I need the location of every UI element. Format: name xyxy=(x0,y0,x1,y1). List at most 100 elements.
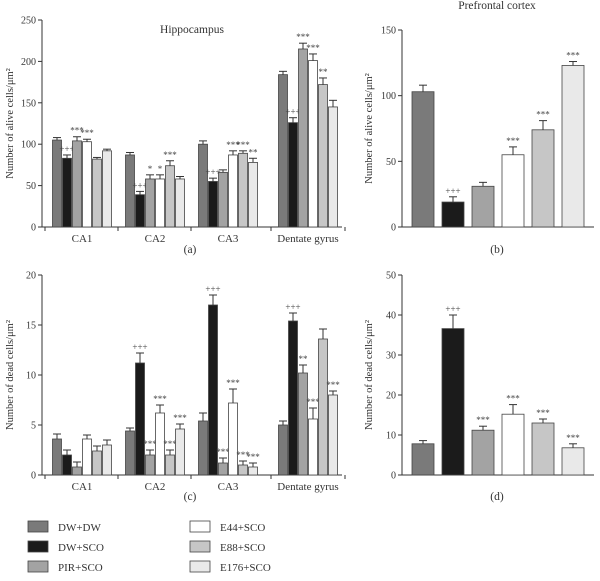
significance-label: +++ xyxy=(59,144,74,154)
significance-label: *** xyxy=(306,43,320,53)
significance-label: *** xyxy=(476,415,490,425)
significance-label: * xyxy=(148,164,153,174)
bar-e44-sco xyxy=(308,418,318,476)
bar-dw-dw xyxy=(411,443,435,476)
legend-label: E88+SCO xyxy=(220,542,265,554)
significance-label: *** xyxy=(246,452,260,462)
y-tick-label: 100 xyxy=(381,91,396,102)
bar-e88-sco xyxy=(531,422,555,476)
significance-label: +++ xyxy=(285,107,300,117)
y-tick-label: 20 xyxy=(386,391,396,402)
significance-label: *** xyxy=(226,378,240,388)
bar-dw-sco xyxy=(288,122,298,228)
y-tick-label: 15 xyxy=(26,321,36,332)
y-tick-label: 40 xyxy=(386,311,396,322)
significance-label: +++ xyxy=(205,167,220,177)
bar-e176-sco xyxy=(561,447,585,476)
y-tick-label: 250 xyxy=(21,16,36,27)
bar-e44-sco xyxy=(228,154,238,228)
bar-pir-sco xyxy=(145,454,155,476)
legend-label: E176+SCO xyxy=(220,562,271,574)
significance-label: ** xyxy=(249,147,259,157)
significance-label: *** xyxy=(163,150,177,160)
bar-e44-sco xyxy=(228,402,238,476)
legend-swatch xyxy=(189,520,211,533)
bar-pir-sco xyxy=(72,466,82,476)
panel-label: (a) xyxy=(184,244,197,256)
bar-dw-sco xyxy=(208,181,218,228)
bar-e176-sco xyxy=(102,444,112,476)
legend-item: DW+DW xyxy=(27,520,101,534)
bar-e176-sco xyxy=(175,178,185,228)
significance-label: ** xyxy=(319,67,329,77)
significance-label: *** xyxy=(306,397,320,407)
bar-dw-dw xyxy=(52,438,62,476)
significance-label: +++ xyxy=(445,304,460,314)
bar-dw-sco xyxy=(135,194,145,228)
significance-label: *** xyxy=(216,447,230,457)
bar-dw-sco xyxy=(441,328,465,476)
x-category-label: CA1 xyxy=(72,233,93,245)
bar-dw-sco xyxy=(62,157,72,228)
panel-label: (b) xyxy=(490,244,504,256)
bar-dw-sco xyxy=(135,362,145,476)
significance-label: *** xyxy=(143,439,157,449)
bar-e44-sco xyxy=(82,438,92,476)
legend-label: DW+SCO xyxy=(58,542,104,554)
bar-e44-sco xyxy=(82,141,92,228)
bar-pir-sco xyxy=(218,462,228,476)
significance-label: * xyxy=(158,164,163,174)
legend-swatch xyxy=(27,560,49,573)
y-tick-label: 150 xyxy=(381,26,396,37)
legend-swatch xyxy=(27,540,49,553)
x-category-label: CA2 xyxy=(145,481,166,493)
bar-e44-sco xyxy=(501,413,525,476)
bar-e88-sco xyxy=(165,454,175,476)
bar-e176-sco xyxy=(102,150,112,228)
bar-pir-sco xyxy=(298,48,308,228)
panel-label: (d) xyxy=(490,491,504,503)
legend-label: E44+SCO xyxy=(220,522,265,534)
legend: DW+DW DW+SCO PIR+SCO E44+SCO E88+SCO E176+SCO xyxy=(27,520,271,574)
bar-dw-dw xyxy=(198,143,208,228)
significance-label: *** xyxy=(566,51,580,61)
x-category-label: Dentate gyrus xyxy=(277,481,338,493)
bar-e88-sco xyxy=(318,338,328,476)
chart-panel-c: 0 5 10 15 20 Number of dead cells/μm² (c) CA1 CA… xyxy=(5,271,346,503)
significance-label: *** xyxy=(80,128,94,138)
significance-label: *** xyxy=(536,110,550,120)
y-tick-label: 0 xyxy=(31,471,36,482)
y-tick-label: 0 xyxy=(391,471,396,482)
y-tick-label: 0 xyxy=(31,223,36,234)
legend-swatch xyxy=(189,540,211,553)
y-tick-label: 0 xyxy=(391,223,396,234)
y-tick-label: 10 xyxy=(26,371,36,382)
panel-title: Hippocampus xyxy=(160,24,224,36)
legend-label: DW+DW xyxy=(58,522,101,534)
y-tick-label: 50 xyxy=(386,157,396,168)
x-category-label: CA3 xyxy=(218,233,239,245)
y-axis-label: Number of dead cells/μm² xyxy=(5,320,16,430)
bar-e88-sco xyxy=(92,450,102,476)
bar-dw-sco xyxy=(288,320,298,476)
panel-title: Prefrontal cortex xyxy=(458,0,536,12)
bar-e176-sco xyxy=(328,106,338,228)
significance-label: *** xyxy=(173,413,187,423)
significance-label: *** xyxy=(506,394,520,404)
y-tick-label: 100 xyxy=(21,140,36,151)
legend-item: E44+SCO xyxy=(189,520,265,534)
bar-e176-sco xyxy=(561,65,585,228)
significance-label: *** xyxy=(566,433,580,443)
significance-label: +++ xyxy=(285,302,300,312)
legend-swatch xyxy=(189,560,211,573)
y-tick-label: 50 xyxy=(26,181,36,192)
legend-item: E176+SCO xyxy=(189,560,271,574)
bar-dw-dw xyxy=(125,430,135,476)
significance-label: +++ xyxy=(445,186,460,196)
bar-e88-sco xyxy=(318,84,328,228)
x-category-label: CA3 xyxy=(218,481,239,493)
bar-dw-sco xyxy=(62,454,72,476)
bar-e88-sco xyxy=(238,464,248,476)
x-category-label: CA2 xyxy=(145,233,166,245)
y-tick-label: 10 xyxy=(386,431,396,442)
